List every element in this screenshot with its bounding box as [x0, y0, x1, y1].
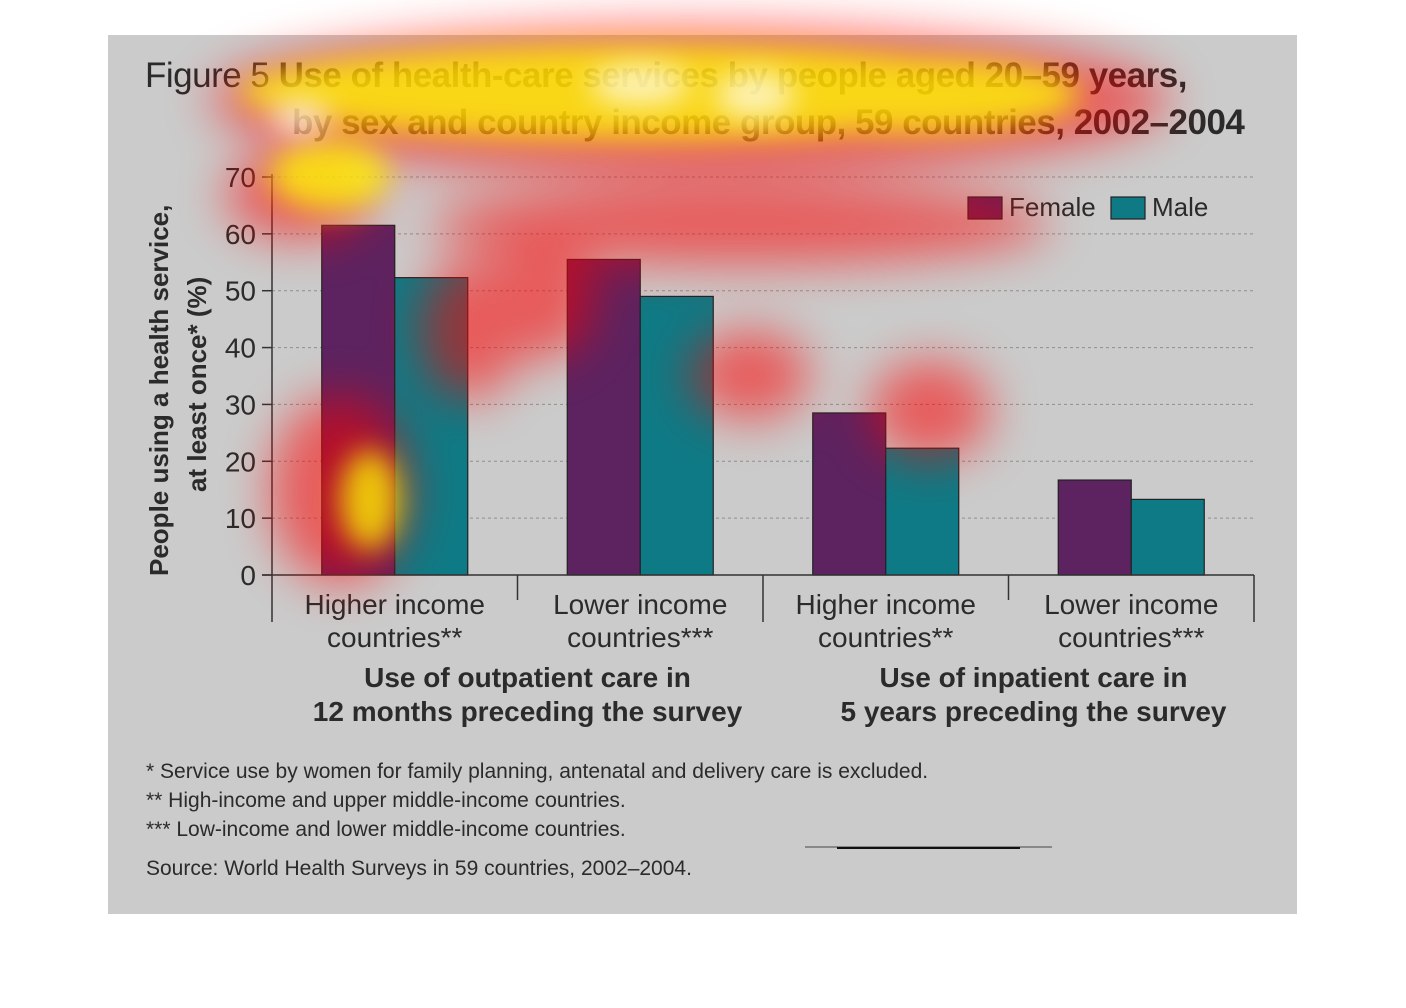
- bar-male: [885, 447, 960, 576]
- y-tick-label: 0: [240, 560, 256, 591]
- x-category-label: Lower income: [1044, 589, 1218, 620]
- legend-swatch-female: [967, 196, 1003, 220]
- legend-label-female: Female: [1009, 192, 1096, 222]
- bar-female: [566, 258, 641, 576]
- footnote-1: * Service use by women for family planni…: [146, 760, 929, 783]
- bar-female: [321, 224, 396, 576]
- y-tick-label: 50: [225, 276, 256, 307]
- bar-male: [394, 277, 469, 576]
- x-category-label: Higher income: [795, 589, 976, 620]
- bars: [321, 224, 1205, 576]
- bar-male: [1130, 498, 1205, 576]
- footnote-3: *** Low-income and lower middle-income c…: [146, 818, 626, 841]
- y-axis-label-line-1: People using a health service,: [144, 205, 174, 576]
- x-category-label: countries***: [567, 622, 713, 653]
- x-category-label: countries***: [1058, 622, 1204, 653]
- y-axis-label-line-2: at least once* (%): [182, 277, 212, 492]
- bar-female: [812, 412, 887, 576]
- y-tick-label: 30: [225, 389, 256, 420]
- legend-label-male: Male: [1152, 192, 1208, 222]
- legend: Female Male: [967, 192, 1208, 222]
- group-label: 12 months preceding the survey: [313, 696, 743, 727]
- x-category-label: Lower income: [553, 589, 727, 620]
- bar-female: [1057, 479, 1132, 576]
- y-tick-label: 40: [225, 333, 256, 364]
- x-category-label: Higher income: [304, 589, 485, 620]
- x-category-label: countries**: [327, 622, 463, 653]
- x-category-label: countries**: [818, 622, 954, 653]
- footnote-2: ** High-income and upper middle-income c…: [146, 789, 626, 812]
- y-tick-label: 70: [225, 162, 256, 193]
- y-tick-label: 20: [225, 446, 256, 477]
- source-note: Source: World Health Surveys in 59 count…: [146, 857, 692, 880]
- y-tick-label: 10: [225, 503, 256, 534]
- legend-swatch-male: [1110, 196, 1146, 220]
- group-label: Use of outpatient care in: [364, 662, 691, 693]
- group-label: Use of inpatient care in: [879, 662, 1187, 693]
- bar-male: [639, 295, 714, 576]
- group-label: 5 years preceding the survey: [841, 696, 1227, 727]
- y-tick-labels: 0 10 20 30 40 50 60 70: [225, 162, 272, 591]
- y-tick-label: 60: [225, 219, 256, 250]
